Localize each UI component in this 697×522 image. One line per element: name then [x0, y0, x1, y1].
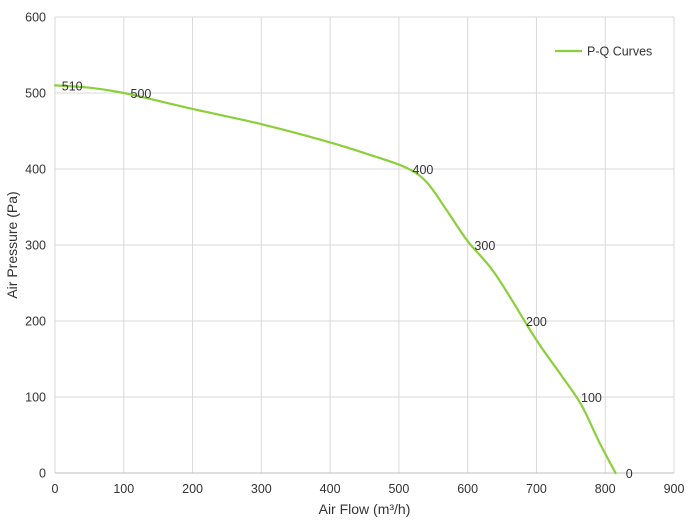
x-tick-label: 700	[526, 482, 547, 496]
x-tick-label: 200	[182, 482, 203, 496]
data-label: 100	[581, 391, 602, 405]
y-axis-title: Air Pressure (Pa)	[4, 191, 20, 298]
series-line-pq-curves	[53, 84, 617, 475]
data-labels: 510 500 400 300 200 100 0	[62, 79, 633, 481]
x-axis-title: Air Flow (m³/h)	[319, 501, 411, 517]
x-tick-label: 0	[52, 482, 59, 496]
x-tick-label: 300	[251, 482, 272, 496]
y-tick-label: 300	[25, 239, 46, 253]
data-label: 300	[474, 239, 495, 253]
legend-label: P-Q Curves	[587, 45, 652, 59]
data-label: 400	[413, 163, 434, 177]
x-tick-label: 900	[664, 482, 685, 496]
y-tick-label: 600	[25, 11, 46, 25]
y-tick-label: 0	[39, 467, 46, 481]
data-label: 510	[62, 79, 83, 93]
data-label: 200	[526, 315, 547, 329]
y-tick-label: 200	[25, 315, 46, 329]
y-tick-label: 400	[25, 163, 46, 177]
legend: P-Q Curves	[555, 45, 652, 59]
y-tick-labels: 0 100 200 300 400 500 600	[25, 11, 46, 481]
x-tick-labels: 0 100 200 300 400 500 600 700 800 900	[52, 482, 685, 496]
y-tick-label: 500	[25, 87, 46, 101]
x-tick-label: 400	[320, 482, 341, 496]
x-tick-label: 800	[595, 482, 616, 496]
x-tick-label: 100	[113, 482, 134, 496]
data-label: 0	[626, 467, 633, 481]
x-tick-label: 500	[388, 482, 409, 496]
x-tick-label: 600	[457, 482, 478, 496]
y-tick-label: 100	[25, 391, 46, 405]
grid	[54, 16, 675, 474]
data-label: 500	[131, 87, 152, 101]
